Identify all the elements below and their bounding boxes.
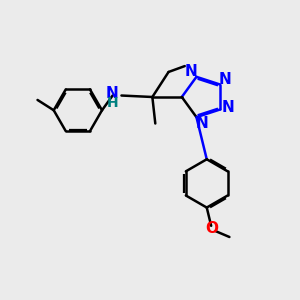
Text: N: N — [219, 72, 232, 87]
Text: N: N — [195, 116, 208, 131]
Text: N: N — [222, 100, 235, 116]
Text: N: N — [105, 86, 118, 101]
Text: N: N — [185, 64, 197, 79]
Text: H: H — [106, 96, 118, 110]
Text: O: O — [205, 221, 218, 236]
